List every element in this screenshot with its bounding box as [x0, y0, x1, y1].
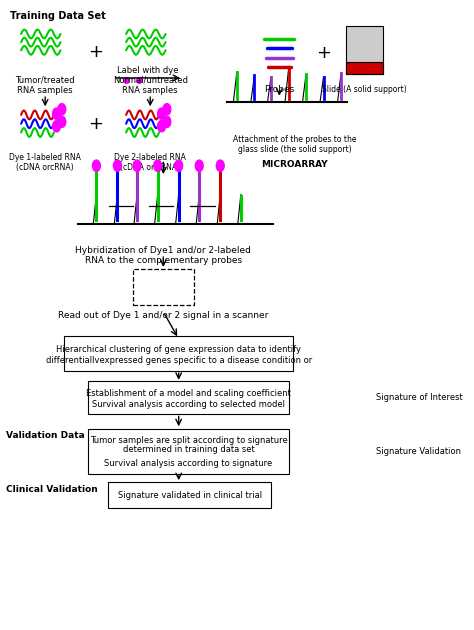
- Text: Read out of Dye 1 and/or 2 signal in a scanner: Read out of Dye 1 and/or 2 signal in a s…: [58, 311, 269, 319]
- Circle shape: [53, 120, 61, 132]
- Circle shape: [158, 120, 165, 132]
- Text: Clinical Validation: Clinical Validation: [6, 485, 98, 494]
- Text: Normal/untreated
RNA samples: Normal/untreated RNA samples: [113, 76, 188, 94]
- Circle shape: [163, 103, 171, 115]
- Text: Signature Validation: Signature Validation: [376, 447, 461, 456]
- Text: Label with dye: Label with dye: [117, 66, 179, 75]
- Circle shape: [53, 108, 61, 119]
- Text: differentiallvexpressed genes specific to a disease condition or: differentiallvexpressed genes specific t…: [46, 356, 312, 365]
- Circle shape: [158, 108, 165, 119]
- Circle shape: [163, 116, 171, 127]
- Text: Hierarchical clustering of gene expression data to identify: Hierarchical clustering of gene expressi…: [56, 345, 301, 354]
- FancyBboxPatch shape: [108, 483, 272, 508]
- Bar: [346, 62, 383, 74]
- Text: Signature validated in clinical trial: Signature validated in clinical trial: [118, 491, 262, 500]
- Text: Attachment of the probes to the
glass slide (the solid support): Attachment of the probes to the glass sl…: [233, 135, 356, 154]
- Text: Dye 1-labeled RNA
(cDNA orcRNA): Dye 1-labeled RNA (cDNA orcRNA): [9, 152, 81, 172]
- Circle shape: [58, 103, 66, 115]
- Circle shape: [113, 160, 121, 171]
- FancyBboxPatch shape: [133, 268, 194, 305]
- Text: Signature of Interest: Signature of Interest: [376, 393, 463, 403]
- Text: Slide (A solid support): Slide (A solid support): [322, 85, 407, 94]
- Text: Tumor samples are split according to signature: Tumor samples are split according to sig…: [90, 436, 287, 445]
- Text: +: +: [316, 44, 331, 62]
- Text: Survival analysis according to signature: Survival analysis according to signature: [104, 459, 273, 467]
- Text: Tumor/treated
RNA samples: Tumor/treated RNA samples: [15, 76, 75, 94]
- FancyBboxPatch shape: [88, 382, 289, 414]
- Text: +: +: [88, 115, 103, 133]
- Circle shape: [92, 160, 100, 171]
- Text: Validation Data Set: Validation Data Set: [6, 431, 105, 440]
- Text: Training Data Set: Training Data Set: [10, 11, 106, 21]
- Circle shape: [58, 116, 66, 127]
- Circle shape: [216, 160, 224, 171]
- Text: Survival analysis according to selected model: Survival analysis according to selected …: [92, 399, 285, 409]
- Text: Dye 2-labeled RNA
(cDNA or cRNA): Dye 2-labeled RNA (cDNA or cRNA): [114, 152, 186, 172]
- Text: determined in training data set: determined in training data set: [123, 445, 255, 454]
- Text: +: +: [88, 43, 103, 60]
- Circle shape: [175, 160, 182, 171]
- Text: Probes: Probes: [264, 85, 294, 94]
- Circle shape: [195, 160, 203, 171]
- Circle shape: [154, 160, 162, 171]
- FancyBboxPatch shape: [88, 429, 289, 474]
- Text: Establishment of a model and scaling coefficient: Establishment of a model and scaling coe…: [86, 389, 291, 398]
- Text: Hybridization of Dye1 and/or 2-labeled
RNA to the complementary probes: Hybridization of Dye1 and/or 2-labeled R…: [75, 246, 251, 265]
- Bar: [346, 26, 383, 74]
- FancyBboxPatch shape: [64, 336, 293, 372]
- Circle shape: [133, 160, 141, 171]
- Text: MICROARRAY: MICROARRAY: [261, 160, 328, 169]
